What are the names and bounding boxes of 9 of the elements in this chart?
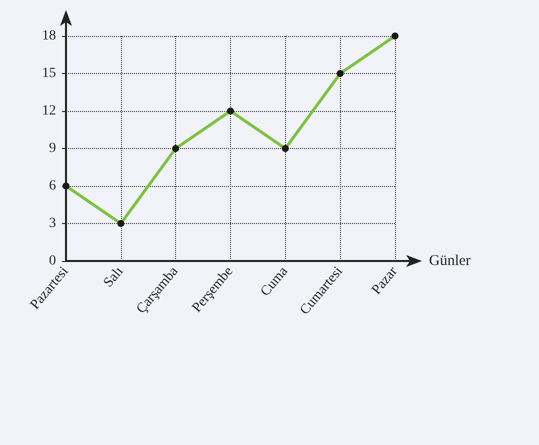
- y-tick-label: 9: [49, 141, 56, 156]
- y-tick-label: 0: [49, 254, 56, 268]
- y-tick-label: 3: [49, 216, 56, 231]
- y-tick-label: 18: [42, 28, 56, 44]
- y-tick-label: 15: [42, 66, 56, 81]
- x-tick-label: Salı: [101, 264, 127, 291]
- y-tick-label: 12: [42, 104, 56, 118]
- y-tick-label: 6: [49, 178, 56, 194]
- x-axis-title: Günler: [429, 253, 471, 269]
